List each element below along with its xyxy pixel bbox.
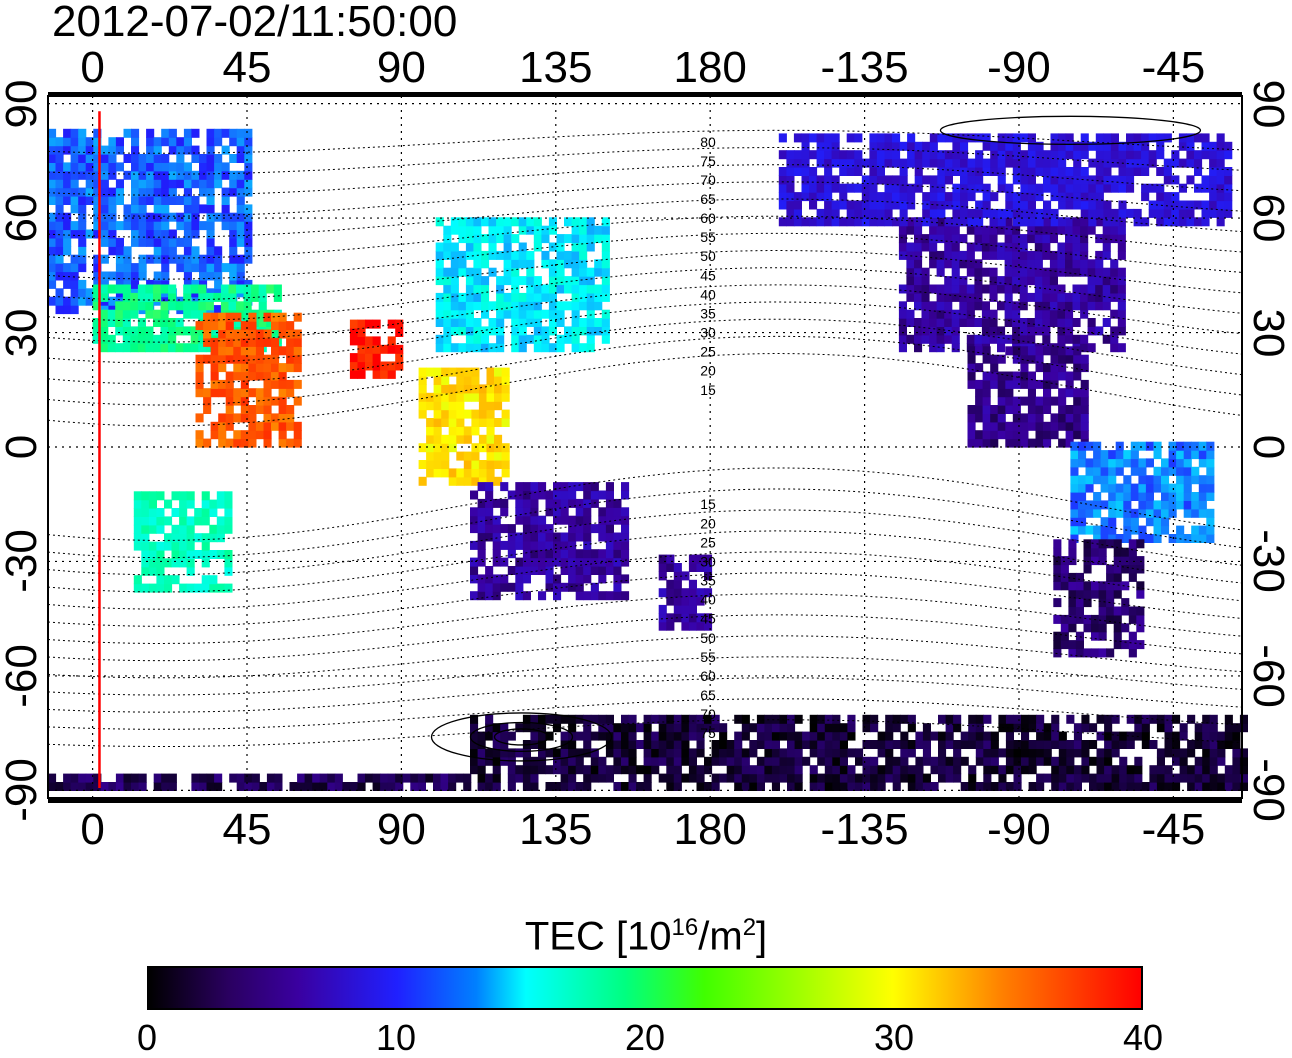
magnetic-contour bbox=[47, 677, 1243, 713]
magnetic-contour bbox=[47, 129, 1243, 154]
contour-label: 40 bbox=[700, 286, 716, 302]
tec-region-east-asia bbox=[435, 217, 610, 353]
left-lat-tick-label: -30 bbox=[0, 529, 46, 594]
contour-label: 55 bbox=[700, 649, 716, 665]
left-lat-tick-label: 30 bbox=[0, 308, 46, 358]
tec-region-southeast-asia bbox=[418, 367, 510, 486]
right-lat-tick-label: -60 bbox=[1244, 644, 1292, 708]
tec-region-southern-africa bbox=[133, 491, 233, 593]
magnetic-contour bbox=[47, 551, 1243, 610]
tec-region-new-zealand-region bbox=[658, 554, 713, 631]
right-lat-tick-label: -30 bbox=[1244, 529, 1292, 594]
bottom-lon-tick-label: 45 bbox=[222, 805, 272, 854]
contour-label: 80 bbox=[700, 134, 716, 150]
bottom-lon-tick-label: -90 bbox=[987, 805, 1051, 854]
contour-label: 45 bbox=[700, 267, 716, 283]
top-lon-tick-label: 135 bbox=[519, 43, 593, 92]
bottom-lon-tick-label: -45 bbox=[1141, 805, 1206, 854]
colorbar-tick-label: 0 bbox=[136, 1017, 158, 1058]
contour-label: 50 bbox=[700, 248, 716, 264]
tec-region-india bbox=[349, 319, 404, 379]
contour-label: 35 bbox=[700, 305, 716, 321]
contour-label: 45 bbox=[700, 611, 716, 627]
map-title: 2012-07-02/11:50:00 bbox=[52, 0, 458, 46]
contour-label: 60 bbox=[700, 210, 716, 226]
contour-label: 40 bbox=[700, 592, 716, 608]
magnetic-contour bbox=[47, 301, 1243, 364]
pole-contour bbox=[469, 721, 574, 753]
tec-region-australia bbox=[470, 482, 630, 601]
top-lon-tick-label: -45 bbox=[1141, 43, 1206, 92]
contour-label: 65 bbox=[700, 687, 716, 703]
right-lat-tick-label: -90 bbox=[1244, 758, 1292, 823]
magnetic-contour bbox=[47, 509, 1243, 576]
contour-label: 25 bbox=[700, 534, 716, 550]
tec-region-south-america-north bbox=[1070, 441, 1215, 543]
bottom-lon-tick-label: -135 bbox=[820, 805, 909, 854]
contour-label: 20 bbox=[700, 363, 716, 379]
top-lon-tick-label: 0 bbox=[80, 43, 105, 92]
contour-label: 50 bbox=[700, 630, 716, 646]
contour-label: 30 bbox=[700, 553, 716, 569]
magnetic-contour bbox=[47, 284, 1243, 343]
tec-region-canada-alaska bbox=[778, 133, 1233, 227]
tec-region-antarctic-strip bbox=[48, 773, 472, 791]
left-lat-tick-label: 90 bbox=[0, 79, 46, 129]
magnetic-contour bbox=[47, 164, 1243, 196]
tec-region-central-america bbox=[967, 346, 1089, 448]
contour-label: 35 bbox=[700, 573, 716, 589]
top-lon-tick-label: -135 bbox=[820, 43, 909, 92]
colorbar-tick-label: 30 bbox=[873, 1017, 915, 1058]
magnetic-contour bbox=[47, 335, 1243, 406]
left-lat-tick-label: 0 bbox=[0, 434, 46, 460]
contour-label: 30 bbox=[700, 325, 716, 341]
contour-label: 55 bbox=[700, 229, 716, 245]
tec-region-east-africa-arabia bbox=[195, 312, 302, 448]
bottom-lon-tick-label: 90 bbox=[376, 805, 426, 854]
tec-region-south-america-south bbox=[1053, 539, 1145, 658]
right-lat-tick-label: 60 bbox=[1244, 193, 1292, 243]
magnetic-contour bbox=[47, 698, 1243, 730]
right-lat-tick-label: 0 bbox=[1244, 434, 1292, 460]
left-lat-tick-label: -60 bbox=[0, 644, 46, 708]
colorbar-tick-label: 10 bbox=[375, 1017, 417, 1058]
pole-contour bbox=[430, 712, 613, 762]
left-lat-tick-label: -90 bbox=[0, 758, 46, 823]
pole-contour bbox=[493, 728, 550, 746]
colorbar-label: TEC [1016/m2] bbox=[524, 914, 768, 959]
magnetic-contour bbox=[47, 530, 1243, 593]
contour-label: 65 bbox=[700, 191, 716, 207]
colorbar-tick-label: 40 bbox=[1122, 1017, 1164, 1058]
magnetic-contour bbox=[47, 488, 1243, 559]
frame-edge bbox=[48, 798, 1242, 803]
colorbar bbox=[147, 966, 1143, 1010]
contour-label: 15 bbox=[700, 496, 716, 512]
top-lon-tick-label: -90 bbox=[987, 43, 1051, 92]
magnetic-contour bbox=[47, 181, 1243, 217]
top-lon-tick-label: 45 bbox=[222, 43, 272, 92]
contour-label: 15 bbox=[700, 382, 716, 398]
bottom-lon-tick-label: 180 bbox=[673, 805, 747, 854]
contour-label: 25 bbox=[700, 344, 716, 360]
contour-label: 20 bbox=[700, 515, 716, 531]
magnetic-contour bbox=[47, 147, 1243, 175]
top-lon-tick-label: 180 bbox=[673, 43, 747, 92]
colorbar-tick-label: 20 bbox=[624, 1017, 666, 1058]
right-lat-tick-label: 30 bbox=[1244, 308, 1292, 358]
frame-edge bbox=[48, 92, 1242, 97]
contour-label: 75 bbox=[700, 725, 716, 741]
left-lat-tick-label: 60 bbox=[0, 193, 46, 243]
magnetic-contour bbox=[47, 719, 1243, 747]
contour-label: 70 bbox=[700, 172, 716, 188]
top-lon-tick-label: 90 bbox=[376, 43, 426, 92]
contour-label: 60 bbox=[700, 668, 716, 684]
contour-label: 70 bbox=[700, 706, 716, 722]
tec-map: 80 75 70 65 60 55 50 45 40 35 30 25 20 15 15 20 25 30 35 40… bbox=[47, 92, 1248, 803]
magnetic-contour bbox=[47, 318, 1243, 385]
right-lat-tick-label: 90 bbox=[1244, 79, 1292, 129]
north-pole-contour bbox=[939, 115, 1202, 145]
bottom-lon-tick-label: 0 bbox=[80, 805, 105, 854]
contour-label: 75 bbox=[700, 153, 716, 169]
bottom-lon-tick-label: 135 bbox=[519, 805, 593, 854]
